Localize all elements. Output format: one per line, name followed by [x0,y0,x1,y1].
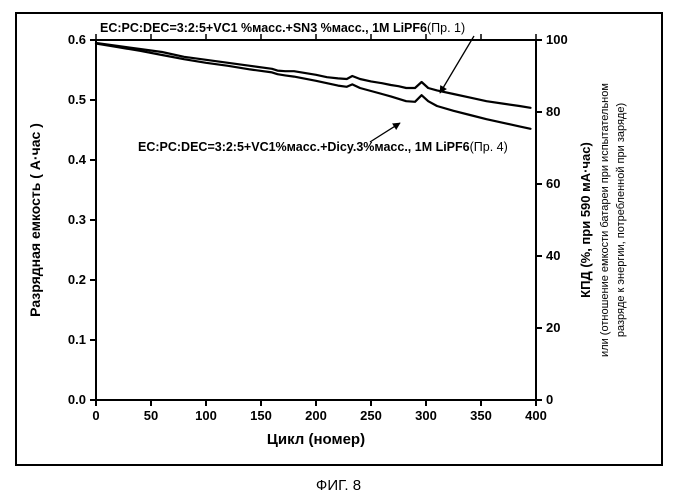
y-left-tick-label: 0.6 [68,32,86,47]
y-right-tick-label: 20 [546,320,560,335]
x-axis-label: Цикл (номер) [267,431,365,448]
annotation-arrow-series1 [440,36,474,93]
chart-figure: 050100150200250300350400Цикл (номер)0.00… [0,0,677,500]
x-tick-label: 250 [360,408,382,423]
x-tick-label: 400 [525,408,547,423]
y-left-tick-label: 0.0 [68,392,86,407]
x-tick-label: 150 [250,408,272,423]
series-annotation-series2: EC:PC:DEC=3:2:5+VC1%масс.+Dicy.3%масс., … [138,140,508,154]
y-right-axis-sublabel: или (отношение емкости батареи при испыт… [599,83,611,357]
x-tick-label: 50 [144,408,158,423]
y-right-tick-label: 0 [546,392,553,407]
figure-caption: ФИГ. 8 [316,477,361,494]
y-right-tick-label: 100 [546,32,568,47]
x-tick-label: 300 [415,408,437,423]
series-line-series1 [96,43,531,108]
y-left-tick-label: 0.2 [68,272,86,287]
y-right-axis-label: КПД (%, при 590 мА·час) [578,142,593,298]
x-tick-label: 0 [92,408,99,423]
x-tick-label: 350 [470,408,492,423]
y-right-tick-label: 40 [546,248,560,263]
y-left-tick-label: 0.4 [68,152,87,167]
x-tick-label: 200 [305,408,327,423]
y-right-tick-label: 80 [546,104,560,119]
x-tick-label: 100 [195,408,217,423]
y-left-tick-label: 0.5 [68,92,86,107]
series-annotation-series1: EC:PC:DEC=3:2:5+VC1 %масс.+SN3 %масс., 1… [100,21,465,35]
series-line-series2 [96,44,531,129]
y-right-tick-label: 60 [546,176,560,191]
y-left-axis-label: Разрядная емкость ( А·час ) [27,123,43,317]
y-left-tick-label: 0.3 [68,212,86,227]
y-left-tick-label: 0.1 [68,332,86,347]
y-right-axis-sublabel: разряде к энергии, потребленной при заря… [615,103,627,337]
